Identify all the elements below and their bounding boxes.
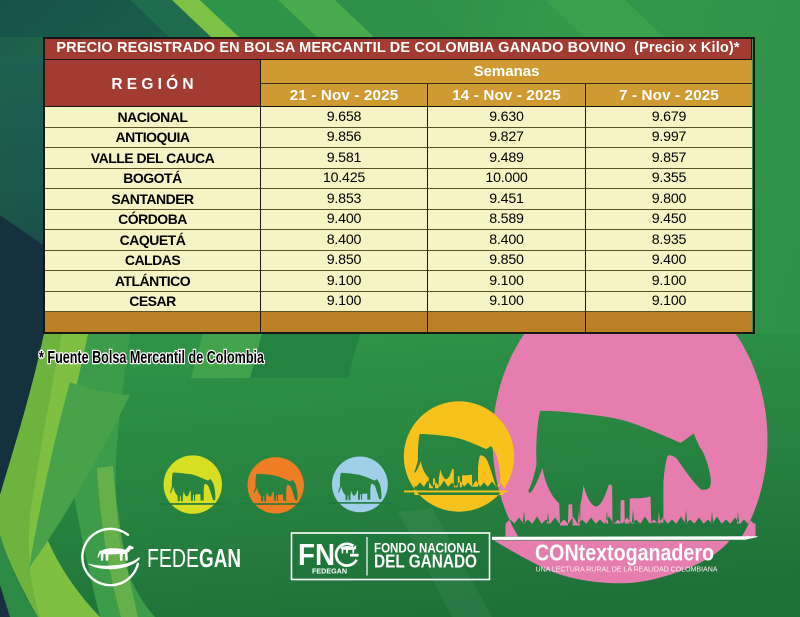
svg-text:UNA LECTURA RURAL DE LA REALID: UNA LECTURA RURAL DE LA REALIDAD COLOMBI… (536, 564, 718, 573)
svg-text:DEL GANADO: DEL GANADO (374, 552, 477, 572)
svg-text:CONtextoganadero: CONtextoganadero (535, 540, 714, 566)
svg-text:FEDEGAN: FEDEGAN (312, 567, 347, 576)
svg-text:FEDE: FEDE (147, 545, 199, 573)
svg-text:GAN: GAN (199, 545, 241, 573)
svg-text:FONDO NACIONAL: FONDO NACIONAL (374, 540, 480, 556)
svg-text:* Fuente Bolsa Mercantil de Co: * Fuente Bolsa Mercantil de Colombia (39, 347, 264, 367)
svg-text:FN: FN (298, 537, 335, 572)
